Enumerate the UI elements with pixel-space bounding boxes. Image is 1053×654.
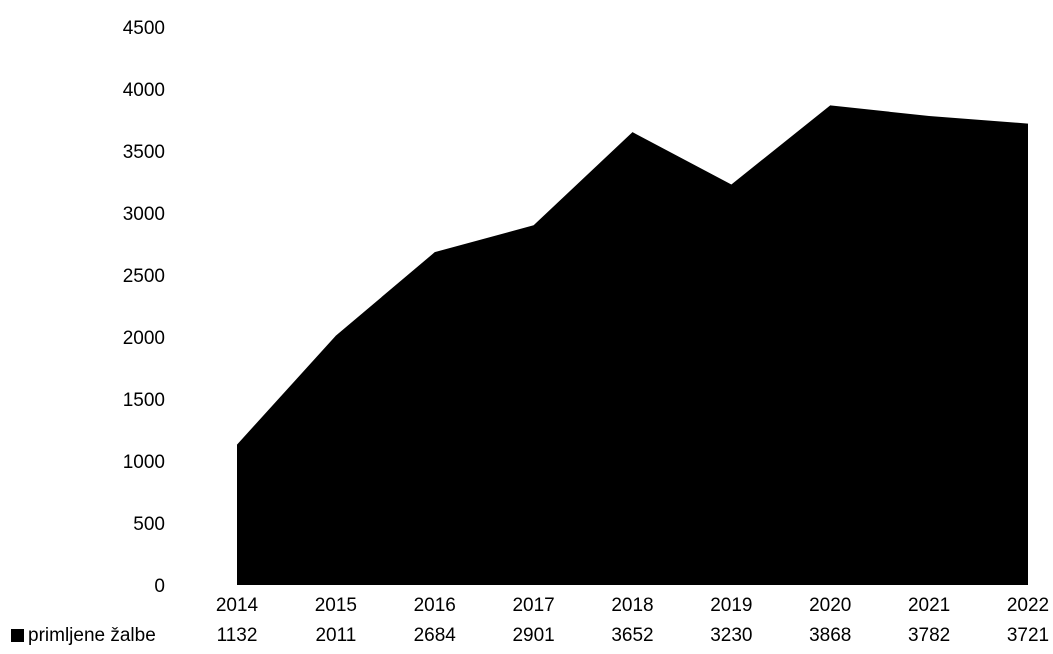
data-table-value: 3782 <box>908 625 950 646</box>
y-tick-label: 1000 <box>123 452 165 473</box>
data-table-value: 2011 <box>315 625 356 646</box>
data-table-value: 3721 <box>1007 625 1049 646</box>
x-tick-label: 2015 <box>315 595 357 616</box>
area-series-primljene-zalbe <box>237 105 1028 586</box>
y-axis-ticks: 0 500 1000 1500 2000 2500 3000 3500 4000 4500 <box>123 18 165 597</box>
y-tick-label: 2000 <box>123 328 165 349</box>
legend-label: primljene žalbe <box>28 625 156 646</box>
y-tick-label: 500 <box>133 514 165 535</box>
y-tick-label: 4500 <box>123 18 165 39</box>
data-table-value: 3652 <box>611 625 653 646</box>
x-tick-label: 2016 <box>414 595 456 616</box>
data-table-value: 1132 <box>217 625 258 646</box>
data-table-value: 2901 <box>512 625 554 646</box>
y-tick-label: 2500 <box>123 266 165 287</box>
x-tick-label: 2021 <box>908 595 950 616</box>
x-tick-label: 2014 <box>216 595 259 616</box>
plot-area <box>236 105 1029 586</box>
x-tick-label: 2022 <box>1007 595 1049 616</box>
y-tick-label: 4000 <box>123 80 165 101</box>
data-table-value: 3868 <box>809 625 851 646</box>
legend-swatch <box>11 629 24 642</box>
x-tick-label: 2020 <box>809 595 851 616</box>
data-table-value: 3230 <box>710 625 752 646</box>
x-tick-label: 2017 <box>512 595 554 616</box>
y-tick-label: 3500 <box>123 142 165 163</box>
data-table: primljene žalbe 1132 2011 2684 2901 3652 3230… <box>11 625 1049 646</box>
x-tick-label: 2018 <box>611 595 653 616</box>
data-table-value: 2684 <box>414 625 457 646</box>
y-tick-label: 3000 <box>123 204 165 225</box>
y-tick-label: 0 <box>154 576 165 597</box>
x-axis-ticks: 2014 2015 2016 2017 2018 2019 2020 2021 2022 <box>216 595 1049 616</box>
x-tick-label: 2019 <box>710 595 752 616</box>
y-tick-label: 1500 <box>123 390 165 411</box>
